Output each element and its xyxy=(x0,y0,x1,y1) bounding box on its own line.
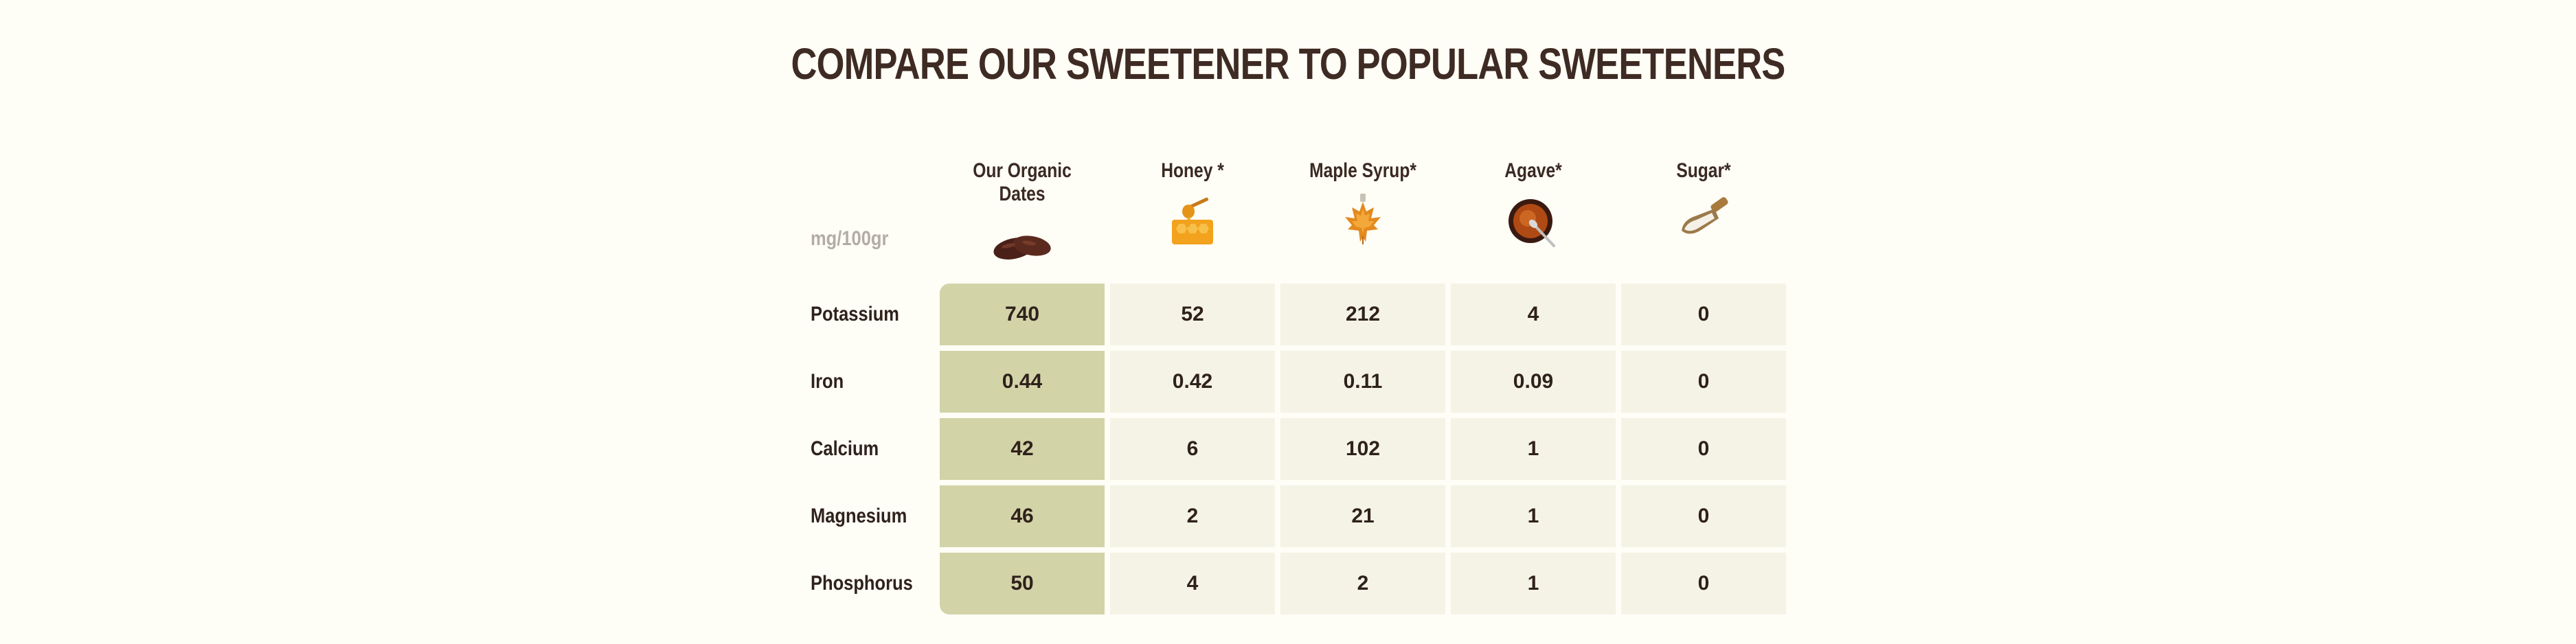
cell-agave-magnesium: 1 xyxy=(1451,485,1616,547)
column-name: Honey * xyxy=(1161,159,1224,182)
page-title: COMPARE OUR SWEETENER TO POPULAR SWEETEN… xyxy=(791,39,1786,89)
cell-sugar-potassium: 0 xyxy=(1621,284,1786,345)
row-label-magnesium: Magnesium xyxy=(811,505,907,527)
cell-agave-phosphorus: 1 xyxy=(1451,553,1616,614)
cell-sugar-phosphorus: 0 xyxy=(1621,553,1786,614)
cell-honey-potassium: 52 xyxy=(1110,284,1275,345)
nutrient-comparison-table: mg/100gr Our Organic Dates Honey * xyxy=(805,150,1792,620)
dates-icon xyxy=(993,235,1051,260)
column-name: Our Organic Dates xyxy=(973,159,1072,205)
column-header-sugar: Sugar* xyxy=(1621,155,1786,278)
cell-dates-calcium: 42 xyxy=(940,418,1105,480)
cell-agave-potassium: 4 xyxy=(1451,284,1616,345)
cell-honey-calcium: 6 xyxy=(1110,418,1275,480)
cell-maple-magnesium: 21 xyxy=(1280,485,1445,547)
column-header-dates: Our Organic Dates xyxy=(940,155,1105,278)
cell-dates-potassium: 740 xyxy=(940,284,1105,345)
cell-sugar-calcium: 0 xyxy=(1621,418,1786,480)
cell-dates-phosphorus: 50 xyxy=(940,553,1105,614)
unit-label: mg/100gr xyxy=(811,227,889,250)
honeycomb-icon xyxy=(1172,197,1213,244)
cell-agave-calcium: 1 xyxy=(1451,418,1616,480)
row-label-calcium: Calcium xyxy=(811,437,879,460)
column-name: Agave* xyxy=(1504,159,1562,182)
table-row: Phosphorus 50 4 2 1 0 xyxy=(811,553,1786,614)
row-label-potassium: Potassium xyxy=(811,303,899,325)
cell-honey-iron: 0.42 xyxy=(1110,351,1275,413)
cell-honey-magnesium: 2 xyxy=(1110,485,1275,547)
column-header-honey: Honey * xyxy=(1110,155,1275,278)
maple-leaf-icon xyxy=(1345,194,1381,244)
agave-syrup-bowl-icon xyxy=(1509,199,1555,247)
cell-maple-iron: 0.11 xyxy=(1280,351,1445,413)
row-label-iron: Iron xyxy=(811,370,844,393)
sugar-scoop-icon xyxy=(1682,197,1728,234)
cell-maple-calcium: 102 xyxy=(1280,418,1445,480)
unit-header-cell: mg/100gr xyxy=(811,155,934,278)
table-row: Potassium 740 52 212 4 0 xyxy=(811,284,1786,345)
column-name: Sugar* xyxy=(1676,159,1731,182)
row-label-phosphorus: Phosphorus xyxy=(811,572,913,595)
column-header-maple-syrup: Maple Syrup* xyxy=(1280,155,1445,278)
cell-agave-iron: 0.09 xyxy=(1451,351,1616,413)
cell-dates-magnesium: 46 xyxy=(940,485,1105,547)
cell-honey-phosphorus: 4 xyxy=(1110,553,1275,614)
table-row: Calcium 42 6 102 1 0 xyxy=(811,418,1786,480)
column-header-agave: Agave* xyxy=(1451,155,1616,278)
cell-maple-phosphorus: 2 xyxy=(1280,553,1445,614)
column-name: Maple Syrup* xyxy=(1309,159,1416,182)
cell-sugar-magnesium: 0 xyxy=(1621,485,1786,547)
table-row: Iron 0.44 0.42 0.11 0.09 0 xyxy=(811,351,1786,413)
cell-maple-potassium: 212 xyxy=(1280,284,1445,345)
table-header-row: mg/100gr Our Organic Dates Honey * xyxy=(811,155,1786,278)
cell-sugar-iron: 0 xyxy=(1621,351,1786,413)
table-row: Magnesium 46 2 21 1 0 xyxy=(811,485,1786,547)
cell-dates-iron: 0.44 xyxy=(940,351,1105,413)
